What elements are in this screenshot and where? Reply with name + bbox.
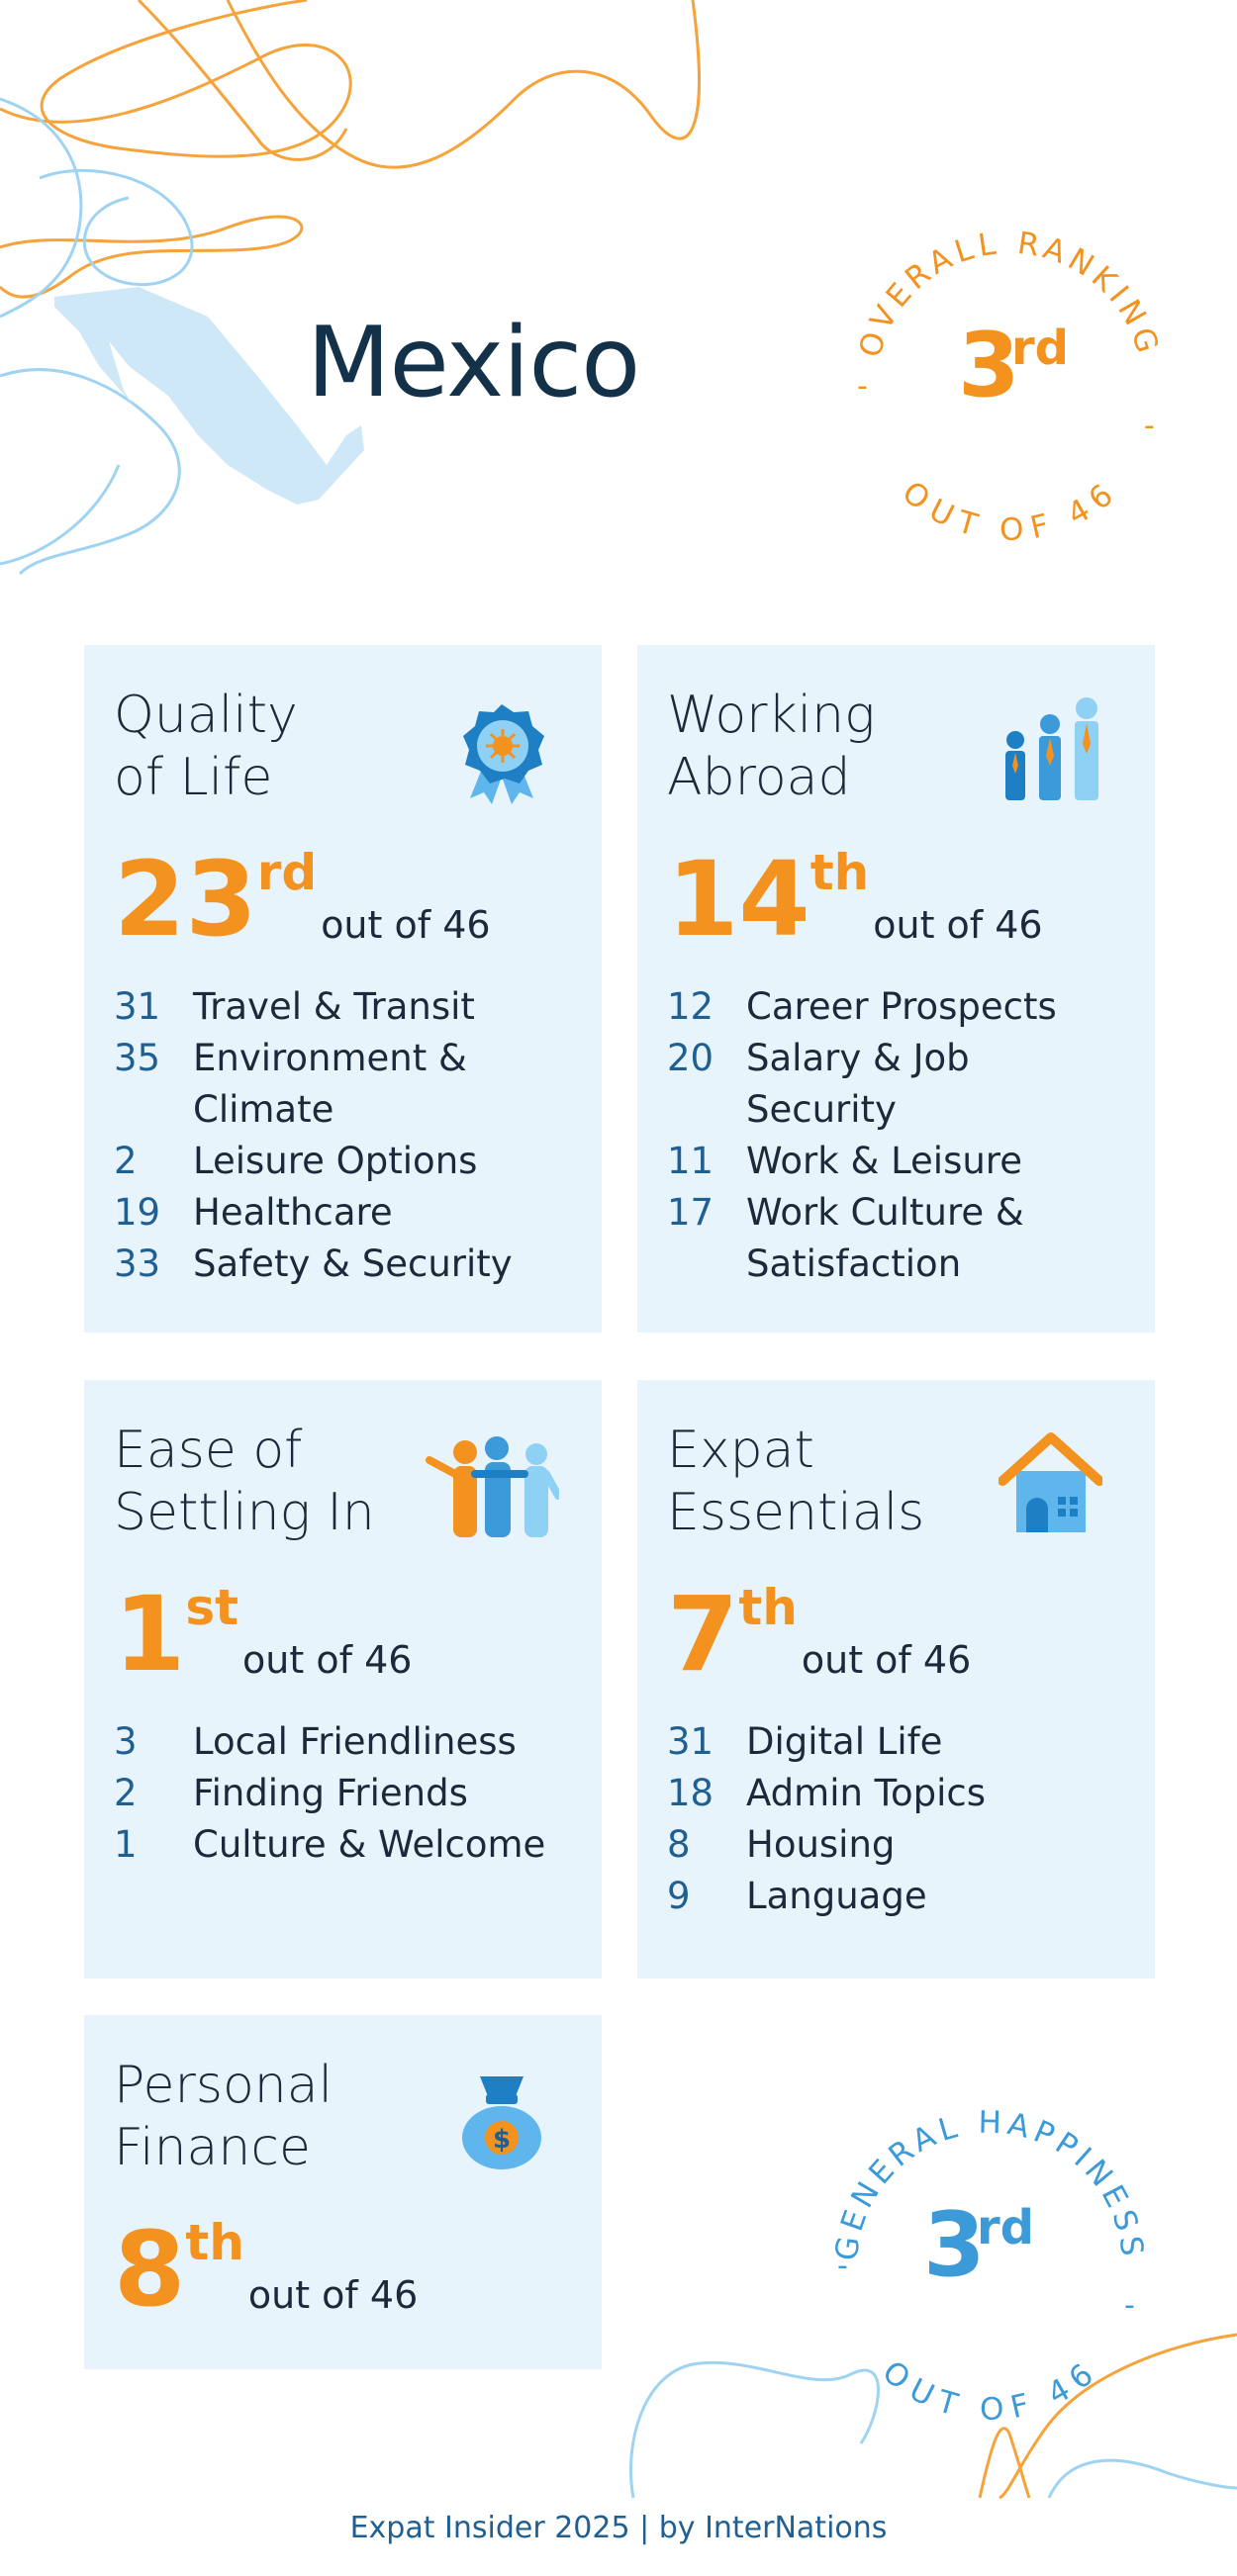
list-item: 2 Finding Friends: [114, 1772, 468, 1814]
subcategory-list: 31 Travel & Transit 35 Environment & Clima…: [114, 981, 569, 1290]
rank-number: 23: [114, 839, 257, 960]
svg-text:-: -: [1144, 409, 1155, 443]
list-item: 20 Salary & Job Security: [667, 1037, 970, 1131]
overall-rank-suffix: rd: [1011, 321, 1069, 376]
rank-out-of: out of 46: [247, 2273, 419, 2317]
list-item: 3 Local Friendliness: [114, 1720, 517, 1763]
rank-display: 23 rd out of 46: [114, 839, 491, 960]
overall-badge-bottom-text: OUT OF 46: [896, 475, 1124, 544]
mexico-map-silhouette: [54, 287, 364, 505]
rank-out-of: out of 46: [873, 903, 1043, 947]
rank-out-of: out of 46: [801, 1638, 972, 1682]
overall-rank-number: 3: [958, 314, 1020, 417]
rank-number: 7: [667, 1574, 739, 1695]
card-title: Quality of Life: [114, 686, 298, 807]
subcategory-list: 31 Digital Life 18 Admin Topics 8 Housing 9…: [667, 1716, 1122, 1922]
happiness-rank-suffix: rd: [977, 2200, 1034, 2255]
card-title: Personal Finance: [114, 2056, 333, 2177]
card-working-abroad: Working Abroad 14 th out of 46 12 Career …: [637, 645, 1155, 1333]
rank-suffix: th: [185, 2214, 244, 2271]
subcategory-list: 12 Career Prospects 20 Salary & Job Securi…: [667, 981, 1122, 1290]
award-badge-icon: [463, 704, 544, 804]
rank-display: 7 th out of 46: [667, 1574, 972, 1695]
card-personal-finance: Personal Finance $ 8 th out of 46: [84, 2015, 602, 2369]
rank-number: 8: [114, 2209, 186, 2330]
subcategory-list: 3 Local Friendliness 2 Finding Friends 1 Cu…: [114, 1716, 569, 1871]
svg-text:-: -: [837, 2249, 848, 2283]
card-title: Ease of Settling In: [114, 1421, 375, 1542]
rank-suffix: rd: [256, 844, 318, 901]
happiness-rank-number: 3: [923, 2193, 986, 2297]
country-title: Mexico: [307, 307, 640, 419]
list-item: 1 Culture & Welcome: [114, 1823, 546, 1866]
list-item: 8 Housing: [667, 1823, 896, 1866]
rank-suffix: st: [185, 1579, 239, 1636]
card-ease-of-settling-in: Ease of Settling In 1 st out of 46 3 Loca…: [84, 1380, 602, 1978]
overall-ranking-badge: OVERALL RANKING OUT OF 46 - - 3 rd: [852, 226, 1161, 544]
list-item: 11 Work & Leisure: [667, 1140, 1022, 1182]
list-item: 31 Digital Life: [667, 1720, 943, 1763]
svg-text:-: -: [857, 369, 868, 404]
svg-text:-: -: [1124, 2288, 1135, 2323]
list-item: 12 Career Prospects: [667, 985, 1057, 1028]
rank-display: 14 th out of 46: [667, 839, 1043, 960]
card-title: Working Abroad: [667, 686, 876, 807]
rank-out-of: out of 46: [321, 903, 491, 947]
happiness-badge-bottom-text: OUT OF 46: [876, 2354, 1104, 2429]
card-title: Expat Essentials: [667, 1421, 925, 1542]
rank-suffix: th: [809, 844, 870, 901]
list-item: 31 Travel & Transit: [114, 985, 475, 1028]
list-item: 33 Safety & Security: [114, 1242, 513, 1285]
list-item: 9 Language: [667, 1875, 927, 1917]
rank-number: 1: [114, 1574, 186, 1695]
business-people-icon: [1005, 697, 1098, 800]
rank-display: 1 st out of 46: [114, 1574, 413, 1695]
list-item: 2 Leisure Options: [114, 1140, 478, 1182]
svg-text:$: $: [493, 2125, 511, 2155]
list-item: 19 Healthcare: [114, 1191, 393, 1234]
list-item: 35 Environment & Climate: [114, 1037, 467, 1131]
general-happiness-badge: GENERAL HAPPINESS OUT OF 46 - - 3 rd: [829, 2105, 1146, 2429]
money-bag-icon: $: [462, 2076, 541, 2169]
rank-out-of: out of 46: [242, 1638, 413, 1682]
list-item: 18 Admin Topics: [667, 1772, 987, 1814]
card-expat-essentials: Expat Essentials 7 th out of 46 31 Digita…: [637, 1380, 1155, 1978]
friends-group-icon: [426, 1436, 559, 1537]
house-icon: [999, 1432, 1102, 1532]
footer-credit: Expat Insider 2025 | by InterNations: [349, 2511, 888, 2545]
card-quality-of-life: Quality of Life 23 rd out of 46 31 Travel…: [84, 645, 602, 1333]
rank-number: 14: [667, 839, 810, 960]
rank-display: 8 th out of 46: [114, 2209, 419, 2330]
rank-suffix: th: [738, 1579, 798, 1636]
list-item: 17 Work Culture & Satisfaction: [667, 1191, 1024, 1285]
